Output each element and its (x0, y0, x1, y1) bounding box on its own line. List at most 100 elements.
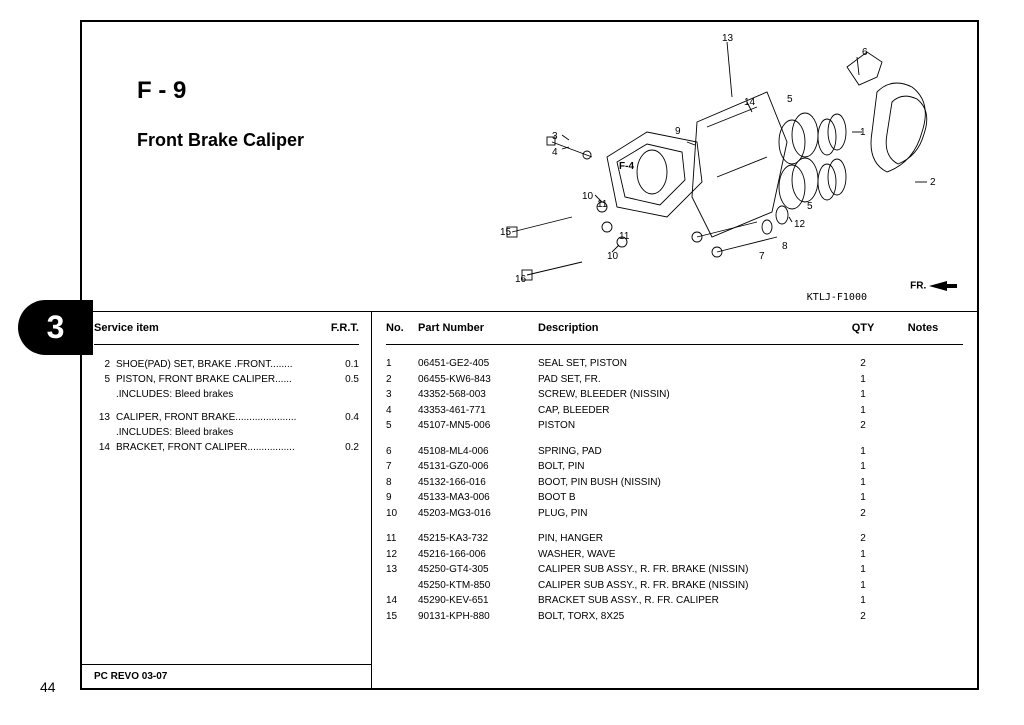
diagram-panel: F - 9 Front Brake Caliper (82, 22, 977, 312)
part-number: 45203-MG3-016 (418, 507, 538, 521)
callout-9: 9 (675, 126, 681, 137)
callout-11b: 11 (619, 231, 630, 242)
part-no: 10 (386, 507, 418, 521)
section-code: F - 9 (137, 77, 304, 105)
service-desc: SHOE(PAD) SET, BRAKE .FRONT........ (116, 359, 329, 370)
part-desc: CALIPER SUB ASSY., R. FR. BRAKE (NISSIN) (538, 579, 843, 593)
part-notes (883, 563, 963, 577)
part-no: 9 (386, 491, 418, 505)
part-qty: 1 (843, 594, 883, 608)
part-row: 1145215-KA3-732PIN, HANGER2 (386, 532, 963, 546)
tables-panel: Service item F.R.T. 2SHOE(PAD) SET, BRAK… (82, 312, 977, 688)
part-no: 4 (386, 404, 418, 418)
part-row: 1245216-166-006WASHER, WAVE1 (386, 548, 963, 562)
part-number: 90131-KPH-880 (418, 610, 538, 624)
service-desc: CALIPER, FRONT BRAKE....................… (116, 412, 329, 423)
service-frt: 0.5 (329, 374, 359, 385)
callout-10b: 10 (607, 251, 619, 262)
service-no: 2 (94, 359, 116, 370)
service-desc: BRACKET, FRONT CALIPER................. (116, 442, 329, 453)
part-number: 45132-166-016 (418, 476, 538, 490)
service-frt (329, 427, 359, 438)
page-frame: F - 9 Front Brake Caliper (80, 20, 979, 690)
part-notes (883, 373, 963, 387)
part-row: 206455-KW6-843PAD SET, FR.1 (386, 373, 963, 387)
part-notes (883, 491, 963, 505)
part-number: 45133-MA3-006 (418, 491, 538, 505)
service-no: 13 (94, 412, 116, 423)
service-header-item: Service item (94, 322, 159, 334)
exploded-diagram: 13 6 14 5 1 2 9 3 4 F-4 10 11 15 11 10 1… (397, 27, 957, 297)
callout-14: 14 (744, 97, 756, 108)
callout-13: 13 (722, 33, 734, 44)
service-frt: 0.4 (329, 412, 359, 423)
callout-5b: 5 (807, 201, 813, 212)
part-notes (883, 548, 963, 562)
part-row: 1045203-MG3-016PLUG, PIN2 (386, 507, 963, 521)
callout-3: 3 (552, 131, 558, 142)
service-desc: .INCLUDES: Bleed brakes (116, 389, 329, 400)
service-row: .INCLUDES: Bleed brakes (94, 427, 359, 438)
part-notes (883, 404, 963, 418)
part-number: 06451-GE2-405 (418, 357, 538, 371)
service-row: 14BRACKET, FRONT CALIPER................… (94, 442, 359, 453)
part-qty: 1 (843, 404, 883, 418)
callout-2: 2 (930, 177, 936, 188)
part-no: 15 (386, 610, 418, 624)
part-notes (883, 357, 963, 371)
service-row: .INCLUDES: Bleed brakes (94, 389, 359, 400)
page-number: 44 (40, 679, 56, 695)
parts-header: No. Part Number Description QTY Notes (386, 322, 963, 345)
part-desc: PISTON (538, 419, 843, 433)
service-frt (329, 389, 359, 400)
callout-11a: 11 (597, 199, 608, 210)
part-desc: BOLT, PIN (538, 460, 843, 474)
callout-6: 6 (862, 47, 868, 58)
part-number: 45131-GZ0-006 (418, 460, 538, 474)
part-notes (883, 610, 963, 624)
callout-8: 8 (782, 241, 788, 252)
part-number: 06455-KW6-843 (418, 373, 538, 387)
part-desc: BOOT, PIN BUSH (NISSIN) (538, 476, 843, 490)
parts-header-notes: Notes (883, 322, 963, 334)
part-number: 45108-ML4-006 (418, 445, 538, 459)
parts-header-no: No. (386, 322, 418, 334)
part-desc: PAD SET, FR. (538, 373, 843, 387)
part-row: 1590131-KPH-880BOLT, TORX, 8X252 (386, 610, 963, 624)
section-name: Front Brake Caliper (137, 130, 304, 151)
part-row: 443353-461-771CAP, BLEEDER1 (386, 404, 963, 418)
part-no: 1 (386, 357, 418, 371)
service-row: 2SHOE(PAD) SET, BRAKE .FRONT........0.1 (94, 359, 359, 370)
part-notes (883, 532, 963, 546)
diagram-ref: KTLJ-F1000 (807, 292, 867, 303)
part-number: 45250-GT4-305 (418, 563, 538, 577)
service-frt: 0.2 (329, 442, 359, 453)
part-notes (883, 507, 963, 521)
part-row: 1445290-KEV-651BRACKET SUB ASSY., R. FR.… (386, 594, 963, 608)
part-desc: BOLT, TORX, 8X25 (538, 610, 843, 624)
callout-10a: 10 (582, 191, 594, 202)
part-desc: CAP, BLEEDER (538, 404, 843, 418)
part-notes (883, 579, 963, 593)
callout-1: 1 (860, 127, 866, 138)
part-notes (883, 476, 963, 490)
part-qty: 1 (843, 563, 883, 577)
part-qty: 2 (843, 507, 883, 521)
part-no: 7 (386, 460, 418, 474)
title-block: F - 9 Front Brake Caliper (137, 77, 304, 151)
service-desc: PISTON, FRONT BRAKE CALIPER...... (116, 374, 329, 385)
service-row: 5PISTON, FRONT BRAKE CALIPER......0.5 (94, 374, 359, 385)
service-frt: 0.1 (329, 359, 359, 370)
part-desc: SEAL SET, PISTON (538, 357, 843, 371)
parts-header-part: Part Number (418, 322, 538, 334)
part-number: 45216-166-006 (418, 548, 538, 562)
part-desc: WASHER, WAVE (538, 548, 843, 562)
part-row: 945133-MA3-006BOOT B1 (386, 491, 963, 505)
part-qty: 1 (843, 476, 883, 490)
callout-12: 12 (794, 219, 806, 230)
part-qty: 1 (843, 373, 883, 387)
part-qty: 2 (843, 532, 883, 546)
part-no: 8 (386, 476, 418, 490)
part-no: 11 (386, 532, 418, 546)
service-items-table: Service item F.R.T. 2SHOE(PAD) SET, BRAK… (82, 312, 372, 688)
